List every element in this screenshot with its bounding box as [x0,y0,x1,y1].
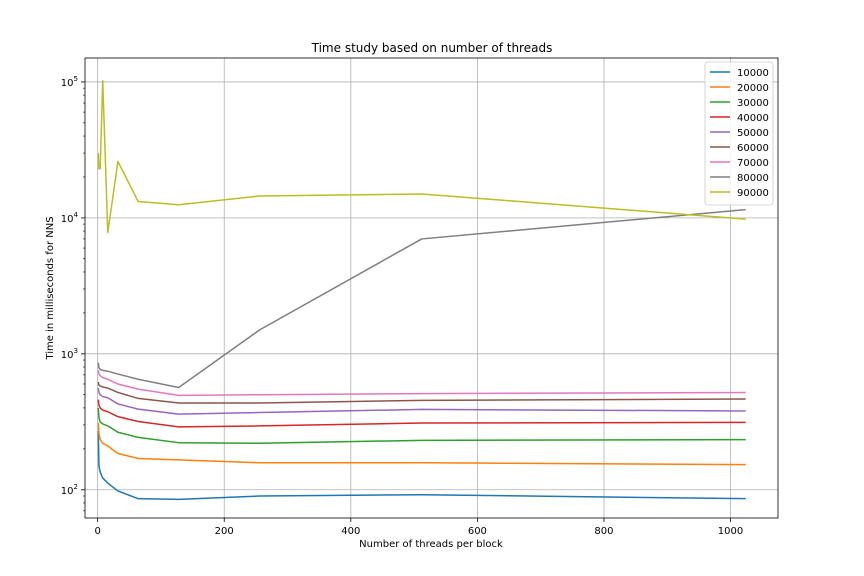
series-layer [97,80,746,501]
series-line-20000 [97,422,746,466]
legend-label: 60000 [737,143,769,154]
x-tick-label: 0 [94,526,100,537]
legend-label: 40000 [737,113,769,124]
series-line-60000 [97,381,746,404]
series-line-30000 [97,407,746,444]
x-axis: 0 200 400 600 800 1000 [94,518,743,537]
y-axis-label: Time in milliseconds for NNS [45,216,56,360]
chart-title: Time study based on number of threads [311,41,553,55]
y-tick-label: 105 [61,75,78,89]
y-tick-label: 104 [61,211,79,225]
series-line-10000 [97,431,746,501]
x-tick-label: 800 [594,526,613,537]
legend-label: 80000 [737,173,769,184]
series-line-90000 [97,80,746,234]
x-tick-label: 400 [341,526,360,537]
legend-box [704,61,774,206]
series-line-50000 [97,387,746,415]
x-axis-label: Number of threads per block [359,539,503,550]
legend-label: 10000 [737,68,769,79]
y-axis: 102 103 104 105 [61,75,85,512]
legend-label: 20000 [737,83,769,94]
legend-label: 50000 [737,128,769,139]
plot-frame [84,57,779,519]
x-tick-label: 600 [468,526,487,537]
y-tick-label: 102 [61,483,78,497]
series-line-40000 [97,399,746,428]
grid [85,58,778,518]
series-line-80000 [97,208,746,389]
legend-label: 70000 [737,158,769,169]
x-tick-label: 1000 [718,526,743,537]
x-tick-label: 200 [215,526,234,537]
legend-label: 30000 [737,98,769,109]
y-tick-label: 103 [61,347,78,361]
legend: 10000 20000 30000 40000 50000 60000 70000 80000… [704,61,774,206]
series-line-70000 [97,369,746,397]
legend-label: 90000 [737,188,769,199]
